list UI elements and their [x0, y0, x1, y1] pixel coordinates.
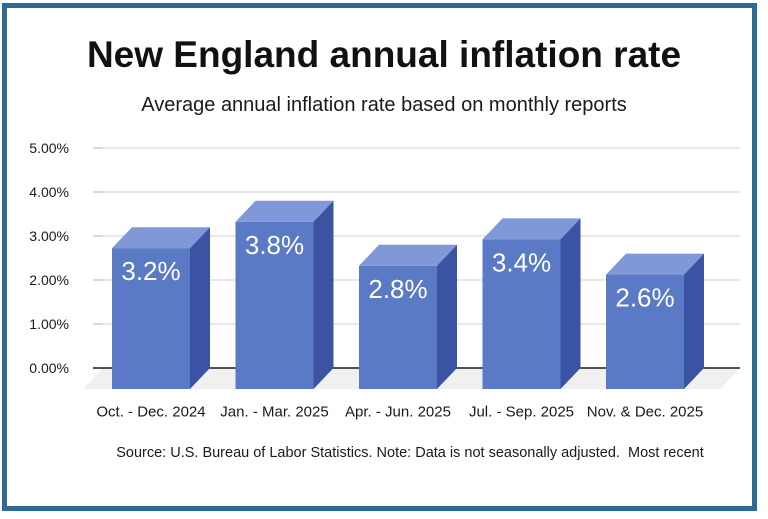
- bar-top-face: [235, 200, 334, 222]
- x-axis-label: Apr. - Jun. 2025: [345, 404, 451, 421]
- bar-jul-sep-2025: 3.4%: [482, 218, 581, 389]
- bar-nov-dec-2025: 2.6%: [606, 253, 704, 389]
- bar-front-face: [235, 221, 314, 389]
- bar-front-face: [482, 239, 561, 389]
- bar-value-label: 3.2%: [121, 256, 180, 286]
- bar-side-face: [437, 244, 457, 389]
- bar-front-face: [112, 248, 190, 389]
- bar-side-face: [684, 253, 704, 389]
- bar-value-label: 2.6%: [615, 283, 674, 313]
- bar-value-label: 2.8%: [368, 274, 427, 304]
- y-tick-label: 3.00%: [29, 228, 69, 244]
- y-axis: 0.00% 1.00% 2.00% 3.00% 4.00% 5.00%: [29, 140, 740, 376]
- y-tick-label: 4.00%: [29, 184, 69, 200]
- bar-value-label: 3.4%: [492, 247, 551, 277]
- chart-title: New England annual inflation rate: [86, 34, 682, 75]
- x-axis-label: Oct. - Dec. 2024: [96, 404, 205, 421]
- bar-top-face: [482, 218, 581, 240]
- y-tick-label: 2.00%: [29, 272, 69, 288]
- bar-jan-mar-2025: 3.8%: [235, 200, 334, 389]
- bar-oct-dec-2024: 3.2%: [112, 227, 210, 389]
- bar-front-face: [359, 265, 437, 389]
- bar-top-face: [112, 227, 210, 249]
- bar-side-face: [313, 200, 334, 389]
- bar-top-face: [606, 253, 704, 275]
- bar-front-face: [606, 274, 684, 389]
- y-tick-label: 1.00%: [29, 316, 69, 332]
- bar-side-face: [560, 218, 581, 389]
- bar-value-label: 3.8%: [245, 230, 304, 260]
- x-axis-label: Jan. - Mar. 2025: [220, 404, 328, 421]
- chart-subtitle: Average annual inflation rate based on m…: [141, 94, 627, 116]
- bar-side-face: [190, 227, 210, 389]
- x-axis-label: Jul. - Sep. 2025: [469, 404, 574, 421]
- source-note: Source: U.S. Bureau of Labor Statistics.…: [116, 445, 704, 461]
- y-tick-label: 0.00%: [29, 360, 69, 376]
- x-axis-label: Nov. & Dec. 2025: [587, 404, 703, 421]
- bar-apr-jun-2025: 2.8%: [359, 244, 457, 389]
- y-tick-label: 5.00%: [29, 140, 69, 156]
- bar-top-face: [359, 244, 457, 266]
